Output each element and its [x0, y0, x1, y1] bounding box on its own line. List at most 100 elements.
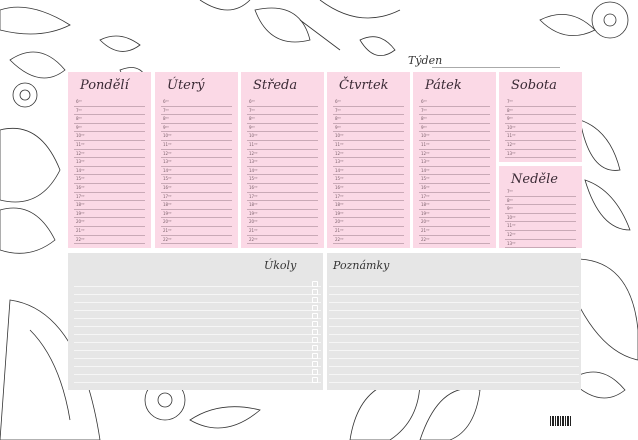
task-row[interactable]	[74, 343, 321, 351]
hour-row[interactable]: 18⁰⁰	[161, 201, 232, 210]
hour-row[interactable]: 8⁰⁰	[505, 107, 576, 116]
day-column-2[interactable]: Středa 6⁰⁰ 7⁰⁰ 8⁰⁰ 9⁰⁰ 10⁰⁰ 11⁰⁰ 12⁰⁰ 13⁰⁰ 14⁰⁰ 15…	[241, 72, 324, 248]
hour-row[interactable]: 21⁰⁰	[247, 227, 318, 236]
task-row[interactable]	[74, 303, 321, 311]
hour-row[interactable]: 14⁰⁰	[74, 167, 145, 176]
hour-row[interactable]: 9⁰⁰	[505, 205, 576, 214]
note-row[interactable]	[329, 295, 579, 303]
hour-row[interactable]: 6⁰⁰	[333, 98, 404, 107]
hour-row[interactable]: 19⁰⁰	[74, 210, 145, 219]
checkbox[interactable]	[312, 313, 318, 319]
hour-row[interactable]: 9⁰⁰	[333, 124, 404, 133]
hour-row[interactable]: 16⁰⁰	[419, 184, 490, 193]
hour-row[interactable]: 9⁰⁰	[161, 124, 232, 133]
hour-row[interactable]: 15⁰⁰	[419, 175, 490, 184]
hour-row[interactable]: 22⁰⁰	[247, 236, 318, 245]
hour-row[interactable]: 13⁰⁰	[505, 240, 576, 249]
task-row[interactable]	[74, 327, 321, 335]
task-row[interactable]	[74, 359, 321, 367]
hour-row[interactable]: 11⁰⁰	[74, 141, 145, 150]
task-row[interactable]	[74, 287, 321, 295]
hour-row[interactable]: 11⁰⁰	[505, 222, 576, 231]
task-row[interactable]	[74, 319, 321, 327]
hour-row[interactable]: 13⁰⁰	[74, 158, 145, 167]
hour-row[interactable]: 15⁰⁰	[333, 175, 404, 184]
hour-row[interactable]: 7⁰⁰	[505, 188, 576, 197]
hour-row[interactable]: 8⁰⁰	[161, 115, 232, 124]
hour-row[interactable]: 16⁰⁰	[74, 184, 145, 193]
day-column-1[interactable]: Úterý 6⁰⁰ 7⁰⁰ 8⁰⁰ 9⁰⁰ 10⁰⁰ 11⁰⁰ 12⁰⁰ 13⁰⁰ 14⁰⁰ 15⁰…	[155, 72, 238, 248]
hour-row[interactable]: 18⁰⁰	[333, 201, 404, 210]
note-row[interactable]	[329, 319, 579, 327]
hour-row[interactable]: 6⁰⁰	[419, 98, 490, 107]
hour-row[interactable]: 13⁰⁰	[247, 158, 318, 167]
hour-row[interactable]: 10⁰⁰	[161, 132, 232, 141]
hour-row[interactable]: 8⁰⁰	[247, 115, 318, 124]
hour-row[interactable]: 14⁰⁰	[333, 167, 404, 176]
checkbox[interactable]	[312, 289, 318, 295]
hour-row[interactable]: 10⁰⁰	[505, 124, 576, 133]
day-column-0[interactable]: Sobota 7⁰⁰ 8⁰⁰ 9⁰⁰ 10⁰⁰ 11⁰⁰ 12⁰⁰ 13⁰⁰	[499, 72, 582, 162]
hour-row[interactable]: 11⁰⁰	[161, 141, 232, 150]
hour-row[interactable]: 13⁰⁰	[333, 158, 404, 167]
note-row[interactable]	[329, 327, 579, 335]
hour-row[interactable]: 14⁰⁰	[161, 167, 232, 176]
hour-row[interactable]: 7⁰⁰	[333, 107, 404, 116]
note-row[interactable]	[329, 359, 579, 367]
note-row[interactable]	[329, 351, 579, 359]
hour-row[interactable]: 21⁰⁰	[74, 227, 145, 236]
task-row[interactable]	[74, 375, 321, 383]
hour-row[interactable]: 11⁰⁰	[505, 132, 576, 141]
checkbox[interactable]	[312, 353, 318, 359]
hour-row[interactable]: 13⁰⁰	[505, 150, 576, 159]
hour-row[interactable]: 7⁰⁰	[161, 107, 232, 116]
task-row[interactable]	[74, 311, 321, 319]
hour-row[interactable]: 20⁰⁰	[74, 218, 145, 227]
hour-row[interactable]: 12⁰⁰	[161, 150, 232, 159]
hour-row[interactable]: 19⁰⁰	[419, 210, 490, 219]
hour-row[interactable]: 8⁰⁰	[333, 115, 404, 124]
hour-row[interactable]: 17⁰⁰	[161, 193, 232, 202]
hour-row[interactable]: 11⁰⁰	[247, 141, 318, 150]
hour-row[interactable]: 10⁰⁰	[419, 132, 490, 141]
hour-row[interactable]: 14⁰⁰	[247, 167, 318, 176]
hour-row[interactable]: 22⁰⁰	[419, 236, 490, 245]
day-column-0[interactable]: Pondělí 6⁰⁰ 7⁰⁰ 8⁰⁰ 9⁰⁰ 10⁰⁰ 11⁰⁰ 12⁰⁰ 13⁰⁰ 14⁰⁰ 1…	[68, 72, 151, 248]
checkbox[interactable]	[312, 281, 318, 287]
day-column-1[interactable]: Neděle 7⁰⁰ 8⁰⁰ 9⁰⁰ 10⁰⁰ 11⁰⁰ 12⁰⁰ 13⁰⁰	[499, 166, 582, 249]
hour-row[interactable]: 6⁰⁰	[161, 98, 232, 107]
hour-row[interactable]: 15⁰⁰	[247, 175, 318, 184]
hour-row[interactable]: 19⁰⁰	[333, 210, 404, 219]
hour-row[interactable]: 7⁰⁰	[247, 107, 318, 116]
hour-row[interactable]: 20⁰⁰	[333, 218, 404, 227]
task-row[interactable]	[74, 351, 321, 359]
hour-row[interactable]: 9⁰⁰	[247, 124, 318, 133]
hour-row[interactable]: 12⁰⁰	[333, 150, 404, 159]
hour-row[interactable]: 21⁰⁰	[161, 227, 232, 236]
task-row[interactable]	[74, 335, 321, 343]
hour-row[interactable]: 16⁰⁰	[333, 184, 404, 193]
hour-row[interactable]: 17⁰⁰	[74, 193, 145, 202]
hour-row[interactable]: 21⁰⁰	[333, 227, 404, 236]
hour-row[interactable]: 20⁰⁰	[161, 218, 232, 227]
hour-row[interactable]: 8⁰⁰	[505, 197, 576, 206]
hour-row[interactable]: 11⁰⁰	[333, 141, 404, 150]
task-row[interactable]	[74, 367, 321, 375]
note-row[interactable]	[329, 287, 579, 295]
note-row[interactable]	[329, 279, 579, 287]
hour-row[interactable]: 9⁰⁰	[419, 124, 490, 133]
hour-row[interactable]: 10⁰⁰	[333, 132, 404, 141]
hour-row[interactable]: 13⁰⁰	[161, 158, 232, 167]
hour-row[interactable]: 18⁰⁰	[419, 201, 490, 210]
hour-row[interactable]: 12⁰⁰	[247, 150, 318, 159]
hour-row[interactable]: 8⁰⁰	[419, 115, 490, 124]
hour-row[interactable]: 9⁰⁰	[505, 115, 576, 124]
task-row[interactable]	[74, 295, 321, 303]
hour-row[interactable]: 21⁰⁰	[419, 227, 490, 236]
hour-row[interactable]: 12⁰⁰	[505, 231, 576, 240]
hour-row[interactable]: 6⁰⁰	[74, 98, 145, 107]
hour-row[interactable]: 12⁰⁰	[74, 150, 145, 159]
hour-row[interactable]: 18⁰⁰	[74, 201, 145, 210]
hour-row[interactable]: 10⁰⁰	[505, 214, 576, 223]
note-row[interactable]	[329, 375, 579, 383]
